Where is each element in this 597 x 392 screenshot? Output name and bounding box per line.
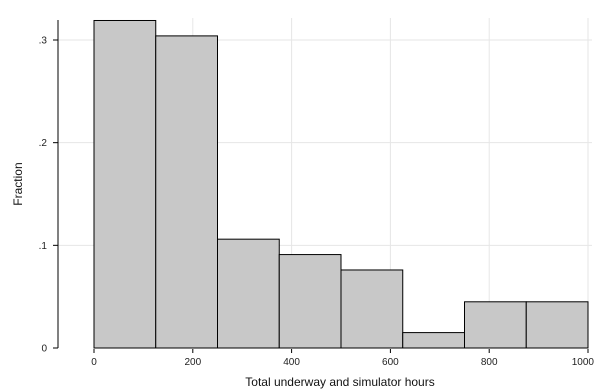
y-ticks: 0 .1 .2 .3	[39, 36, 58, 355]
x-tick-label: 400	[283, 357, 300, 368]
y-tick-label: 0	[41, 344, 47, 355]
bars	[93, 19, 589, 349]
x-tick-label: 0	[91, 357, 97, 368]
x-tick-label: 800	[481, 357, 498, 368]
y-axis-title: Fraction	[11, 162, 25, 205]
x-tick-label: 1000	[572, 357, 595, 368]
histogram-bar	[278, 254, 342, 349]
histogram-bar	[525, 301, 589, 349]
y-tick-label: .1	[39, 241, 48, 252]
histogram-bar	[217, 238, 280, 349]
histogram-bar	[464, 301, 527, 349]
x-ticks: 0 200 400 600 800 1000	[91, 349, 594, 368]
y-tick-label: .3	[39, 36, 48, 47]
histogram-bar	[402, 332, 465, 349]
histogram-bar	[93, 19, 157, 349]
x-tick-label: 200	[184, 357, 201, 368]
histogram-bar	[155, 35, 218, 349]
histogram-bar	[340, 269, 404, 349]
x-axis-title: Total underway and simulator hours	[245, 375, 434, 389]
y-tick-label: .2	[39, 138, 48, 149]
x-tick-label: 600	[382, 357, 399, 368]
